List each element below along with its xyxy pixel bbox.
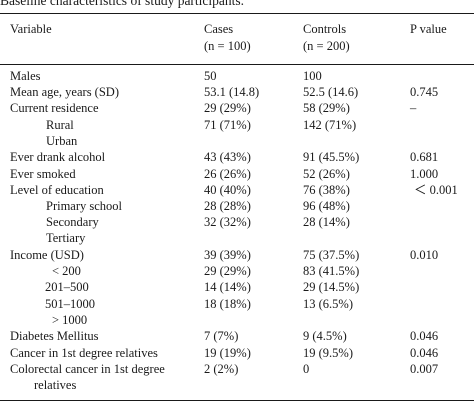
table-row: Diabetes Mellitus 7 (7%) 9 (4.5%) 0.046: [0, 328, 474, 345]
header-variable: Variable: [10, 22, 52, 36]
table-row: Males 50 100: [0, 68, 474, 85]
cell-controls: 52 (26%): [303, 167, 350, 181]
header-cases-n: (n = 100): [204, 39, 251, 53]
table-row: Cancer in 1st degree relatives 19 (19%) …: [0, 345, 474, 362]
table-row: Mean age, years (SD) 53.1 (14.8) 52.5 (1…: [0, 84, 474, 101]
cell-variable: Cancer in 1st degree relatives: [10, 346, 158, 360]
table-row: Tertiary: [0, 230, 474, 247]
header-controls: Controls: [303, 22, 347, 36]
cell-cases: 7 (7%): [204, 329, 239, 343]
header-controls-n: (n = 200): [303, 39, 350, 53]
cell-variable: Secondary: [46, 215, 99, 229]
cell-variable: < 200: [52, 264, 81, 278]
table-row: Ever smoked 26 (26%) 52 (26%) 1.000: [0, 166, 474, 183]
cell-variable: Ever smoked: [10, 167, 76, 181]
cell-variable: Income (USD): [10, 248, 84, 262]
table-caption: Baseline characteristics of study partic…: [0, 0, 245, 8]
cell-controls: 0: [303, 362, 310, 376]
table-row: < 200 29 (29%) 83 (41.5%): [0, 263, 474, 280]
table-top-rule: [0, 13, 474, 15]
cell-cases: 14 (14%): [204, 280, 251, 294]
cell-variable: Tertiary: [46, 231, 86, 245]
cell-p-value: 0.046: [410, 346, 439, 360]
table-row: Secondary 32 (32%) 28 (14%): [0, 214, 474, 231]
cell-p-value: ＜ 0.001: [414, 183, 458, 197]
cell-p-value: 0.745: [410, 85, 439, 99]
cell-variable: Males: [10, 69, 41, 83]
cell-variable-continuation: relatives: [34, 378, 77, 392]
cell-variable: Urban: [46, 134, 78, 148]
cell-cases: 19 (19%): [204, 346, 251, 360]
cell-controls: 28 (14%): [303, 215, 350, 229]
cell-variable: Current residence: [10, 101, 99, 115]
cell-controls: 52.5 (14.6): [303, 85, 359, 99]
cell-controls: 75 (37.5%): [303, 248, 360, 262]
cell-variable: Colorectal cancer in 1st degree: [10, 362, 165, 376]
cell-controls: 76 (38%): [303, 183, 350, 197]
cell-p-value: 0.046: [410, 329, 439, 343]
cell-variable: Mean age, years (SD): [10, 85, 119, 99]
cell-controls: 29 (14.5%): [303, 280, 360, 294]
cell-p-value: –: [410, 101, 417, 115]
table-row: 501–1000 18 (18%) 13 (6.5%): [0, 296, 474, 313]
header-p-value: P value: [410, 22, 447, 36]
table-bottom-rule: [0, 400, 474, 402]
cell-cases: 50: [204, 69, 217, 83]
cell-variable: Diabetes Mellitus: [10, 329, 99, 343]
table-row: Primary school 28 (28%) 96 (48%): [0, 198, 474, 215]
cell-p-value: 0.007: [410, 362, 439, 376]
cell-p-value: 0.681: [410, 150, 439, 164]
cell-controls: 9 (4.5%): [303, 329, 347, 343]
table-row: 201–500 14 (14%) 29 (14.5%): [0, 279, 474, 296]
table-row: Level of education 40 (40%) 76 (38%) ＜ 0…: [0, 182, 474, 199]
cell-controls: 83 (41.5%): [303, 264, 360, 278]
cell-controls: 142 (71%): [303, 118, 357, 132]
cell-controls: 13 (6.5%): [303, 297, 353, 311]
cell-variable: Primary school: [46, 199, 123, 213]
cell-cases: 28 (28%): [204, 199, 251, 213]
cell-cases: 29 (29%): [204, 101, 251, 115]
table-row: Rural 71 (71%) 142 (71%): [0, 117, 474, 134]
header-cases: Cases: [204, 22, 234, 36]
cell-controls: 96 (48%): [303, 199, 350, 213]
cell-controls: 91 (45.5%): [303, 150, 360, 164]
cell-controls: 19 (9.5%): [303, 346, 353, 360]
cell-variable: Ever drank alcohol: [10, 150, 106, 164]
table-row: Income (USD) 39 (39%) 75 (37.5%) 0.010: [0, 247, 474, 264]
cell-cases: 18 (18%): [204, 297, 251, 311]
cell-controls: 58 (29%): [303, 101, 350, 115]
cell-p-value: 1.000: [410, 167, 439, 181]
cell-cases: 71 (71%): [204, 118, 251, 132]
cell-cases: 43 (43%): [204, 150, 251, 164]
cell-p-value: 0.010: [410, 248, 439, 262]
cell-variable: > 1000: [52, 313, 88, 327]
cell-cases: 40 (40%): [204, 183, 251, 197]
table-row: > 1000: [0, 312, 474, 329]
cell-cases: 29 (29%): [204, 264, 251, 278]
cell-cases: 2 (2%): [204, 362, 239, 376]
table-row: Current residence 29 (29%) 58 (29%) –: [0, 100, 474, 117]
cell-variable: 501–1000: [45, 297, 95, 311]
cell-cases: 32 (32%): [204, 215, 251, 229]
cell-variable: Rural: [46, 118, 74, 132]
cell-cases: 39 (39%): [204, 248, 251, 262]
header-rule: [0, 64, 474, 65]
table-row: Ever drank alcohol 43 (43%) 91 (45.5%) 0…: [0, 149, 474, 166]
table-row: Urban: [0, 133, 474, 150]
cell-controls: 100: [303, 69, 322, 83]
cell-variable: Level of education: [10, 183, 104, 197]
table-row: Colorectal cancer in 1st degree 2 (2%) 0…: [0, 361, 474, 378]
cell-cases: 53.1 (14.8): [204, 85, 260, 99]
cell-variable: 201–500: [45, 280, 89, 294]
cell-cases: 26 (26%): [204, 167, 251, 181]
